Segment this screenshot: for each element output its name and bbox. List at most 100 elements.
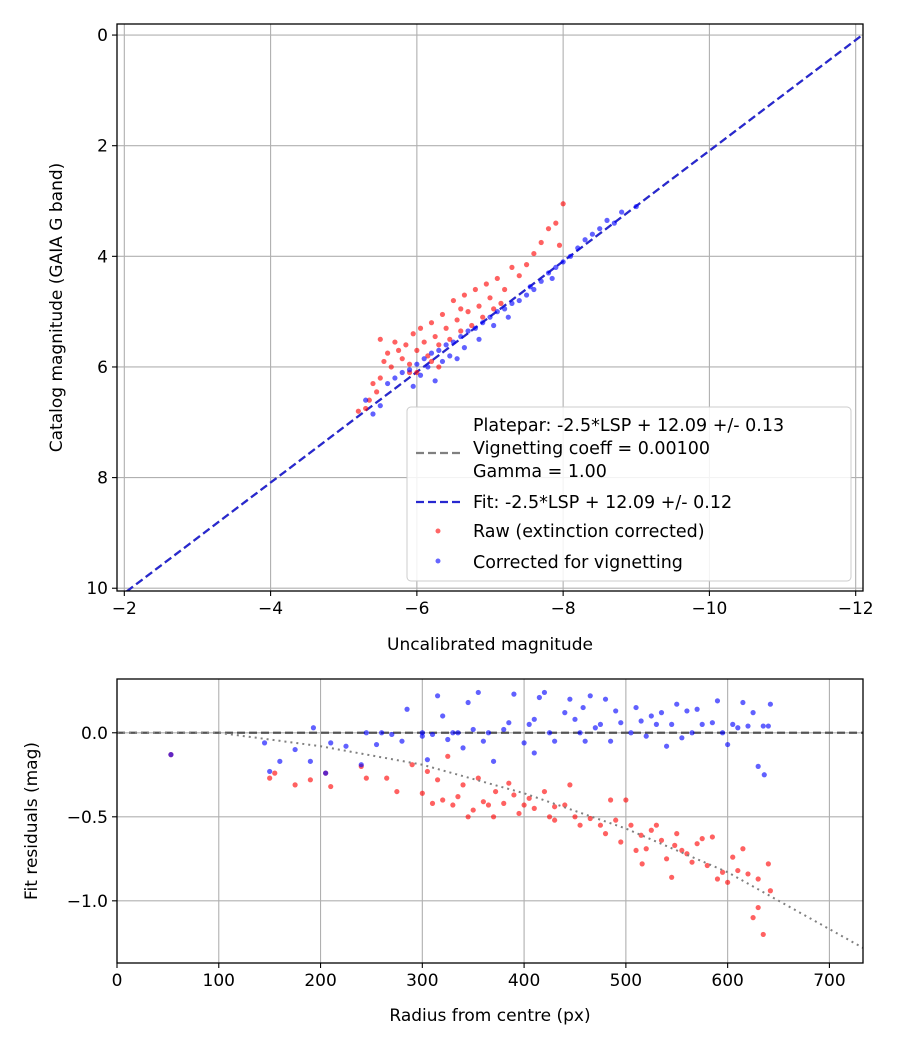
corrected-residual-point xyxy=(577,730,583,736)
raw-point xyxy=(523,262,530,268)
raw-point xyxy=(417,325,424,331)
raw-residual-point xyxy=(440,797,446,803)
bottom-x-tick-label: 100 xyxy=(203,971,235,991)
raw-residual-point xyxy=(648,827,654,833)
calibration-chart: −2 −4 −6 −8 −10 −12 0 2 4 6 8 10 Uncalibrated magni… xyxy=(47,23,874,655)
corrected-point xyxy=(487,314,493,320)
raw-residual-point xyxy=(633,847,639,854)
corrected-point xyxy=(505,314,511,320)
corrected-point xyxy=(428,350,435,356)
corrected-residual-point xyxy=(521,740,527,746)
corrected-residual-point xyxy=(404,706,410,712)
raw-residual-point xyxy=(663,856,670,862)
corrected-residual-point xyxy=(419,733,425,739)
corrected-residual-point xyxy=(261,740,268,746)
corrected-point xyxy=(421,356,427,362)
raw-point xyxy=(428,320,435,326)
corrected-residual-point xyxy=(592,725,598,731)
top-corrected-points xyxy=(363,203,639,417)
raw-residual-point xyxy=(689,859,695,865)
corrected-point xyxy=(531,286,537,293)
corrected-residual-point xyxy=(761,772,767,778)
bottom-x-tick-label: 400 xyxy=(508,971,540,991)
raw-residual-point xyxy=(394,788,400,795)
raw-residual-point xyxy=(292,782,298,788)
bottom-ticks: 0 100 200 300 400 500 600 700 0.0 −0.5 −1.0 xyxy=(67,724,846,991)
corrected-point xyxy=(417,372,424,378)
corrected-point xyxy=(461,345,468,351)
top-plot-frame xyxy=(116,23,864,592)
raw-residual-point xyxy=(409,762,415,768)
corrected-residual-point xyxy=(638,718,644,724)
top-ticks: −2 −4 −6 −8 −10 −12 0 2 4 6 8 10 xyxy=(86,26,873,619)
raw-point xyxy=(432,333,438,340)
corrected-residual-point xyxy=(460,745,466,751)
top-y-tick-label: 0 xyxy=(97,26,108,46)
raw-point xyxy=(461,292,468,298)
top-raw-points xyxy=(355,201,566,414)
corrected-point xyxy=(447,353,453,359)
raw-residual-point xyxy=(674,831,680,837)
corrected-residual-point xyxy=(767,701,773,707)
corrected-residual-point xyxy=(490,758,497,764)
raw-residual-point xyxy=(658,837,665,843)
raw-residual-point xyxy=(745,871,751,877)
raw-point xyxy=(443,325,449,331)
raw-residual-point xyxy=(531,805,537,811)
raw-residual-point xyxy=(672,842,678,848)
raw-point xyxy=(399,356,405,362)
corrected-residual-point xyxy=(480,738,486,744)
raw-point xyxy=(403,342,409,348)
bottom-x-tick-label: 500 xyxy=(610,971,642,991)
corrected-point xyxy=(436,347,442,353)
corrected-residual-point xyxy=(608,738,614,744)
raw-residual-point xyxy=(577,822,583,828)
corrected-point xyxy=(370,411,376,417)
corrected-point xyxy=(454,356,460,362)
corrected-residual-point xyxy=(580,704,586,711)
corrected-point xyxy=(553,264,559,270)
corrected-point xyxy=(439,358,446,365)
raw-point xyxy=(545,226,552,232)
raw-point xyxy=(385,350,391,356)
raw-residual-point xyxy=(572,814,578,820)
corrected-residual-point xyxy=(450,730,456,736)
corrected-residual-point xyxy=(267,768,273,775)
top-x-axis-label: Uncalibrated magnitude xyxy=(387,635,593,655)
corrected-point xyxy=(465,328,471,334)
raw-residual-point xyxy=(613,817,619,823)
corrected-point xyxy=(450,339,457,345)
corrected-residual-point xyxy=(531,716,537,722)
raw-residual-point xyxy=(709,834,715,840)
corrected-point xyxy=(567,253,574,259)
raw-residual-point xyxy=(755,876,761,882)
top-x-tick-label: −10 xyxy=(691,599,727,619)
corrected-point xyxy=(538,278,544,284)
corrected-residual-point xyxy=(572,716,578,722)
corrected-point xyxy=(502,306,508,312)
raw-residual-point xyxy=(755,904,761,911)
legend-platepar-line1: Platepar: -2.5*LSP + 12.09 +/- 0.13 xyxy=(473,416,784,436)
corrected-residual-point xyxy=(750,710,756,716)
raw-residual-point xyxy=(740,846,746,852)
top-y-tick-label: 4 xyxy=(97,247,108,267)
corrected-residual-point xyxy=(434,693,441,699)
raw-residual-point xyxy=(419,790,425,796)
raw-residual-point xyxy=(465,814,471,820)
raw-residual-point xyxy=(597,822,604,828)
raw-residual-point xyxy=(669,874,675,880)
raw-point xyxy=(458,328,464,334)
raw-residual-point xyxy=(480,799,486,805)
raw-point xyxy=(370,380,376,387)
raw-point xyxy=(502,286,508,293)
corrected-residual-point xyxy=(648,713,654,719)
corrected-residual-point xyxy=(633,704,639,711)
raw-point xyxy=(377,375,383,381)
bottom-raw-points xyxy=(168,752,773,938)
bottom-y-tick-label: −1.0 xyxy=(67,892,108,912)
corrected-residual-point xyxy=(765,723,771,729)
corrected-residual-point xyxy=(358,762,364,768)
corrected-residual-point xyxy=(689,730,695,736)
raw-residual-point xyxy=(735,867,741,874)
legend-fit-label: Fit: -2.5*LSP + 12.09 +/- 0.12 xyxy=(473,493,732,513)
